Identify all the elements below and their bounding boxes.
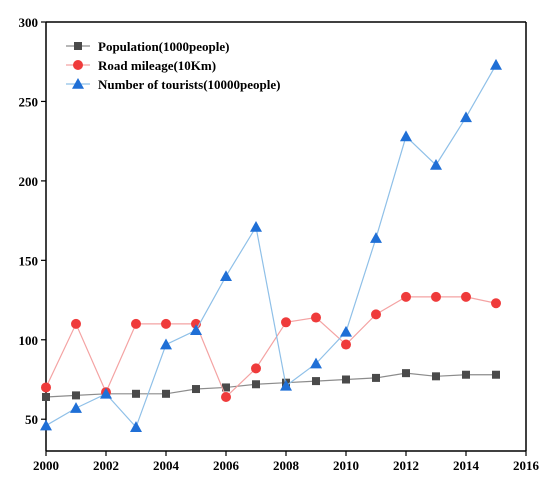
data-point — [460, 111, 472, 123]
y-tick-label: 200 — [19, 174, 39, 189]
legend-marker — [74, 42, 82, 50]
data-point — [432, 372, 440, 381]
series-2 — [40, 58, 502, 432]
data-point — [42, 392, 50, 401]
data-point — [132, 389, 140, 398]
series-line — [45, 372, 496, 398]
data-point — [370, 232, 382, 243]
y-tick-label: 150 — [19, 253, 39, 268]
data-point — [372, 373, 380, 382]
data-point — [490, 58, 502, 70]
data-point — [461, 291, 471, 302]
data-point — [220, 270, 232, 282]
legend-label: Number of tourists(10000people) — [98, 77, 280, 92]
data-point — [162, 389, 170, 398]
data-point — [340, 325, 352, 337]
x-tick-label: 2010 — [333, 458, 359, 473]
x-tick-label: 2012 — [393, 458, 419, 473]
y-tick-label: 250 — [19, 94, 39, 109]
data-point — [341, 339, 351, 350]
x-axis-ticks: 2000 2002 2004 2006 2008 2010 2012 2014 2016 — [33, 451, 540, 473]
data-point — [431, 291, 441, 302]
data-point — [401, 291, 411, 302]
data-point — [221, 391, 231, 402]
data-point — [312, 377, 320, 386]
axes-frame — [45, 21, 527, 452]
data-point — [70, 402, 82, 413]
data-point — [41, 382, 51, 393]
legend-item: Number of tourists(10000people) — [66, 77, 280, 92]
x-tick-label: 2008 — [273, 458, 300, 473]
x-tick-label: 2004 — [153, 458, 180, 473]
legend: Population(1000people) Road mileage(10Km)… — [66, 39, 280, 92]
y-tick-label: 300 — [19, 15, 39, 30]
y-tick-label: 50 — [25, 412, 38, 427]
data-point — [311, 312, 321, 323]
data-point — [131, 318, 141, 329]
data-point — [400, 130, 412, 142]
data-point — [491, 298, 501, 309]
x-tick-label: 2000 — [33, 458, 59, 473]
series-line — [45, 64, 497, 429]
data-point — [160, 338, 172, 350]
data-point — [40, 419, 52, 431]
legend-label: Road mileage(10Km) — [98, 58, 216, 73]
data-point — [280, 379, 292, 391]
data-point — [310, 357, 322, 369]
data-point — [430, 159, 442, 170]
data-point — [492, 370, 500, 379]
x-tick-label: 2016 — [513, 458, 540, 473]
data-point — [251, 363, 261, 374]
data-point — [281, 317, 291, 328]
legend-item: Population(1000people) — [66, 39, 229, 54]
data-point — [402, 369, 410, 378]
y-tick-label: 100 — [19, 333, 39, 348]
data-point — [72, 391, 80, 400]
data-point — [161, 318, 171, 329]
data-point — [252, 380, 260, 389]
data-point — [462, 370, 470, 379]
legend-item: Road mileage(10Km) — [66, 58, 216, 73]
x-tick-label: 2002 — [93, 458, 119, 473]
data-point — [190, 324, 202, 336]
data-point — [100, 387, 112, 399]
legend-marker — [72, 78, 84, 89]
data-point — [250, 220, 262, 232]
x-tick-label: 2014 — [453, 458, 480, 473]
data-point — [130, 421, 142, 432]
y-axis-ticks: 50 100 150 200 250 300 — [19, 15, 46, 427]
data-point — [371, 309, 381, 320]
series-line — [45, 296, 497, 399]
data-point — [192, 385, 200, 394]
data-point — [71, 318, 81, 329]
series-0 — [42, 369, 500, 401]
legend-marker — [73, 60, 83, 70]
data-point — [342, 375, 350, 384]
x-tick-label: 2006 — [213, 458, 240, 473]
legend-label: Population(1000people) — [98, 39, 229, 54]
data-point — [222, 383, 230, 392]
series-layer — [40, 58, 502, 432]
